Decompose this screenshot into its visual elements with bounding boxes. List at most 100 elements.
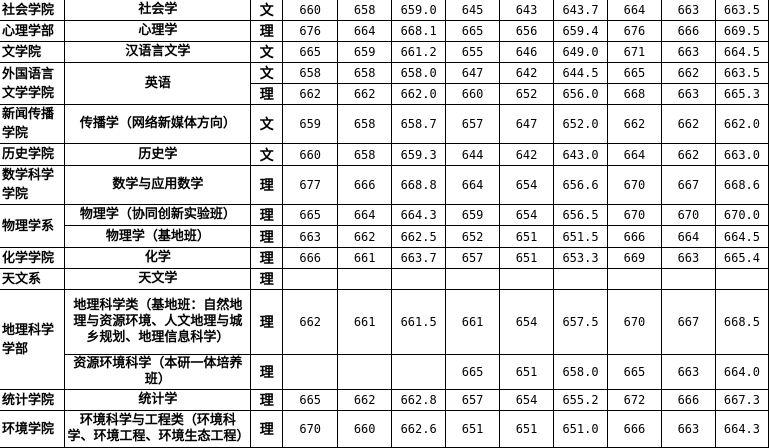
major-cell: 地理科学类（基地班：自然地理与资源环境、人文地理与城乡规划、地理信息科学）: [64, 289, 252, 355]
score-cell: 676: [606, 20, 662, 42]
score-cell: 670: [606, 289, 662, 355]
score-cell: 659.4: [553, 20, 608, 42]
score-cell: 671: [606, 41, 662, 63]
score-cell: 658: [337, 143, 393, 166]
score-cell: 670: [606, 165, 662, 205]
score-cell: 662.5: [391, 225, 447, 248]
score-cell: 659: [445, 204, 501, 226]
score-cell: 653.3: [553, 247, 608, 269]
score-cell: 660: [337, 410, 393, 448]
score-cell: 670.0: [714, 204, 769, 226]
major-cell: 汉语言文学: [64, 41, 252, 63]
score-cell: 643: [499, 0, 555, 21]
major-cell: 心理学: [64, 20, 252, 42]
score-cell: 668.5: [714, 289, 769, 355]
score-cell: 666: [606, 225, 662, 248]
score-cell: 663: [660, 41, 716, 63]
score-cell: 659: [337, 41, 393, 63]
major-cell: 物理学（协同创新实验班）: [64, 204, 252, 226]
subject-type-cell: 文: [250, 143, 284, 166]
score-cell: 663: [660, 247, 716, 269]
score-cell: 677: [282, 165, 339, 205]
score-cell: 666: [337, 165, 393, 205]
major-cell: 统计学: [64, 389, 252, 411]
score-cell: 656.5: [553, 204, 608, 226]
score-cell: 670: [606, 204, 662, 226]
score-cell: 659.0: [391, 0, 447, 21]
score-cell: 662.0: [391, 83, 447, 105]
score-cell: 658: [337, 62, 393, 84]
score-cell: 664.5: [714, 225, 769, 248]
score-cell: 665: [445, 354, 501, 390]
table-row: 地理科学学部 地理科学类（基地班：自然地理与资源环境、人文地理与城乡规划、地理信息…: [0, 289, 769, 390]
score-cell: 647: [499, 104, 555, 144]
score-cell: 644.5: [553, 62, 608, 84]
college-cell: 统计学院: [0, 389, 66, 411]
major-cell: 英语: [64, 62, 252, 105]
score-cell: 669.5: [714, 20, 769, 42]
score-cell: 667: [660, 165, 716, 205]
score-cell: 664: [606, 0, 662, 21]
score-cell: 661.2: [391, 41, 447, 63]
college-cell: 新闻传播学院: [0, 104, 66, 144]
score-cell: 663: [660, 410, 716, 448]
subject-type-cell: 理: [250, 204, 284, 226]
score-cell: 654: [499, 389, 555, 411]
score-cell: 660: [282, 0, 339, 21]
score-cell: 664: [445, 165, 501, 205]
score-cell: 657.5: [553, 289, 608, 355]
score-cell: 665: [606, 354, 662, 390]
major-cell: 资源环境科学（本研一体培养班）: [64, 354, 252, 390]
table-row: 化学学院 化学理 666 661 663.7 657 651 653.3 669 663 665.4: [0, 247, 769, 269]
score-cell: 665.4: [714, 247, 769, 269]
major-cell: 化学: [64, 247, 252, 269]
score-cell: 667: [660, 289, 716, 355]
score-cell: 660: [282, 143, 339, 166]
table-row: 社会学院 社会学文 660 658 659.0 645 643 643.7 664 663 663.…: [0, 0, 769, 21]
score-cell: 665: [282, 389, 339, 411]
score-cell: 662.6: [391, 410, 447, 448]
score-cell: 661: [445, 289, 501, 355]
score-cell: 643.0: [553, 143, 608, 166]
major-cell: 历史学: [64, 143, 252, 166]
score-cell: [606, 268, 662, 290]
score-cell: 662: [282, 83, 339, 105]
score-cell: 662: [282, 289, 339, 355]
score-cell: 668.6: [714, 165, 769, 205]
score-cell: 662: [337, 389, 393, 411]
college-cell: 数学科学学院: [0, 165, 66, 205]
score-cell: 663.5: [714, 62, 769, 84]
college-cell: 文学院: [0, 41, 66, 63]
table-row: 文学院 汉语言文学文 665 659 661.2 655 646 649.0 671 663 664…: [0, 41, 769, 63]
score-cell: 654: [499, 289, 555, 355]
score-cell: 656: [499, 20, 555, 42]
score-cell: [282, 268, 339, 290]
score-cell: 654: [499, 165, 555, 205]
score-cell: 649.0: [553, 41, 608, 63]
college-cell: 化学学院: [0, 247, 66, 269]
score-cell: 665: [445, 20, 501, 42]
subject-type-cell: 理: [250, 247, 284, 269]
score-cell: 664.3: [391, 204, 447, 226]
subject-type-cell: 理: [250, 165, 284, 205]
subject-type-cell: 理: [250, 354, 284, 390]
score-cell: 662: [660, 62, 716, 84]
score-cell: 662: [337, 225, 393, 248]
major-cell: 传播学（网络新媒体方向）: [64, 104, 252, 144]
score-cell: 658: [337, 0, 393, 21]
score-cell: 659.3: [391, 143, 447, 166]
subject-type-cell: 文: [250, 41, 284, 63]
score-cell: 668.8: [391, 165, 447, 205]
score-cell: 642: [499, 62, 555, 84]
score-cell: [553, 268, 608, 290]
score-cell: 663.7: [391, 247, 447, 269]
score-cell: 655: [445, 41, 501, 63]
score-cell: 670: [660, 204, 716, 226]
score-cell: 666: [660, 20, 716, 42]
score-cell: 661: [337, 289, 393, 355]
score-cell: 661.5: [391, 289, 447, 355]
score-cell: 656.0: [553, 83, 608, 105]
score-cell: [660, 268, 716, 290]
table-row: 物理学（基地班）理 663 662 662.5 652 651 651.5 666 664 664…: [0, 225, 769, 248]
